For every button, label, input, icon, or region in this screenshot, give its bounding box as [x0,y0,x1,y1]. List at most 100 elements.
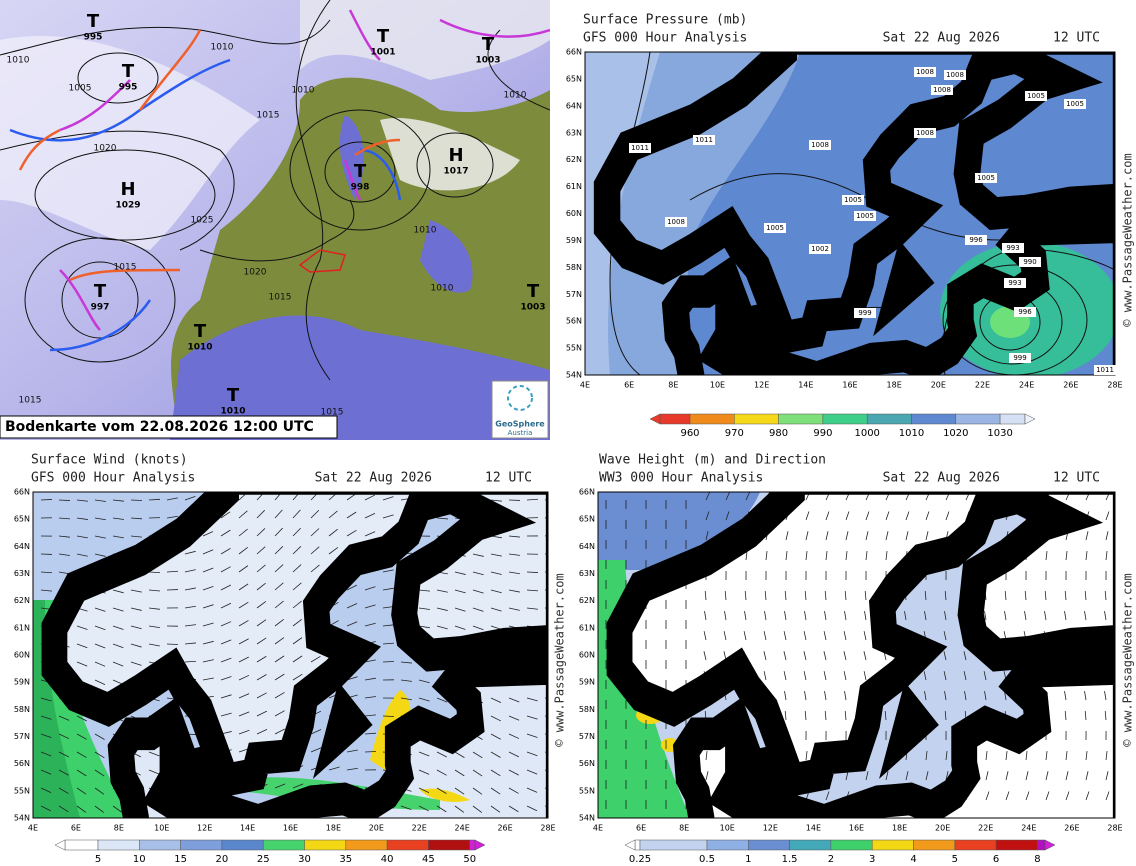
arrow [823,651,827,661]
pressure-center: H [448,145,463,166]
arrow [436,769,447,776]
arrow [76,625,88,630]
colorbar-label: 5 [95,854,101,865]
arrow [112,607,124,612]
arrow [526,787,538,793]
arrow [825,791,830,801]
lon-tick-label: 14E [240,824,255,833]
arrow [526,769,538,775]
arrow [58,787,69,794]
arrow [1084,611,1087,621]
arrow [238,638,249,645]
arrow [1104,591,1107,601]
arrow [112,499,124,502]
isobar-label: 1010 [7,56,30,66]
arrow [985,751,988,761]
arrow [112,625,124,630]
arrow [94,805,105,813]
label-box [975,173,997,183]
arrow [723,631,727,641]
lat-tick-label: 62N [14,596,30,605]
isobar-label: 1008 [811,141,829,149]
arrow [703,631,707,641]
colorbar-segment [995,839,1038,851]
colorbar-label: 6 [993,854,999,865]
colorbar-label: 50 [463,854,476,865]
lat-tick-label: 61N [579,623,595,632]
arrow [744,591,747,601]
arrow [202,659,214,663]
lon-tick-label: 28E [540,824,555,833]
arrow [184,660,197,663]
colorbar-segment [999,413,1026,425]
arrow [508,535,520,538]
arrow [292,582,302,591]
arrow [346,767,358,771]
arrow [76,517,88,520]
arrow [256,692,267,699]
arrow [704,611,707,621]
colorbar-label: 25 [257,854,270,865]
lat-tick-label: 64N [566,101,582,110]
arrow [274,619,284,627]
arrow [825,511,830,521]
arrow [94,499,106,502]
arrow [845,551,848,561]
arrow [130,517,143,520]
arrow [805,511,810,521]
arrow [472,607,484,612]
arrow [508,589,520,593]
colorbar-label: 980 [769,428,788,439]
arrow [292,619,303,627]
panel-date: Sat 22 Aug 2026 [315,471,432,486]
label-box [809,140,831,150]
arrow [418,625,430,629]
pressure-center: T [94,281,107,302]
arrow [805,531,809,541]
arrow [490,499,502,502]
arrow [76,769,87,777]
arrow [346,511,357,519]
colorbar-label: 970 [725,428,744,439]
arrow [364,732,376,735]
arrow [845,531,849,541]
arrow [783,631,787,641]
label-box [629,143,651,153]
colorbar-segment [345,839,388,851]
arrow [220,548,231,555]
arrow [823,671,827,681]
arrow [382,569,394,573]
arrow [490,589,502,594]
arrow [804,611,807,621]
lon-tick-label: 10E [710,381,725,390]
lon-tick-label: 6E [71,824,81,833]
arrow [76,715,87,722]
arrow [148,589,160,592]
arrow [94,661,106,667]
arrow [184,587,196,591]
arrow [274,692,285,699]
colorbar-end [649,413,661,425]
arrow [805,551,808,561]
arrow [884,711,887,721]
isobar-label: 1008 [916,68,934,76]
arrow [1004,591,1007,601]
lat-tick-label: 59N [579,678,595,687]
arrow [508,751,520,758]
colorbar-segment [1037,839,1046,851]
colorbar-end [1024,413,1036,425]
arrow [130,607,142,611]
label-box [1004,278,1026,288]
arrow [783,671,787,681]
arrow [904,611,907,621]
arrow [725,511,730,521]
arrow [985,771,989,781]
arrow [382,514,394,519]
arrow [256,509,266,519]
isobar-label: 1015 [19,396,42,406]
panel-title: Wave Height (m) and Direction [599,453,826,468]
colorbar-segment [639,839,708,851]
arrow [454,571,466,575]
colorbar-segment [778,413,824,425]
arrow [292,564,302,573]
